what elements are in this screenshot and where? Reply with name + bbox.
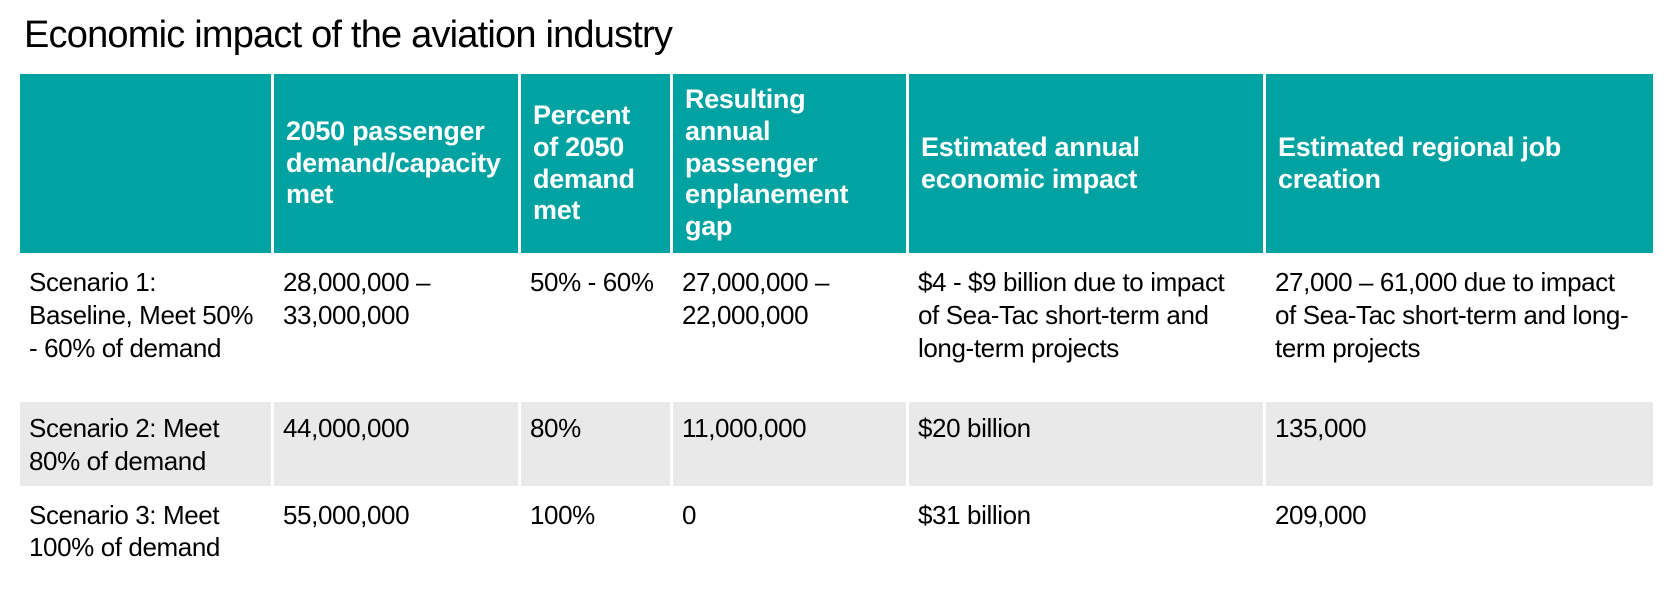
cell-scenario-3-gap: 0 bbox=[673, 488, 906, 585]
cell-scenario-1-demand: 28,000,000 – 33,000,000 bbox=[274, 256, 518, 399]
cell-scenario-2-jobs: 135,000 bbox=[1266, 402, 1653, 486]
col-header-enplanement-gap: Resulting annual passenger enplanement g… bbox=[673, 74, 906, 253]
cell-scenario-1-label: Scenario 1: Baseline, Meet 50% - 60% of … bbox=[20, 256, 271, 399]
cell-scenario-3-percent: 100% bbox=[521, 488, 670, 585]
page-title: Economic impact of the aviation industry bbox=[24, 14, 673, 56]
cell-scenario-3-label: Scenario 3: Meet 100% of demand bbox=[20, 488, 271, 585]
cell-scenario-1-jobs: 27,000 – 61,000 due to impact of Sea-Tac… bbox=[1266, 256, 1653, 399]
cell-scenario-2-label: Scenario 2: Meet 80% of demand bbox=[20, 402, 271, 486]
table-row-scenario-3: Scenario 3: Meet 100% of demand 55,000,0… bbox=[20, 488, 1653, 585]
cell-scenario-3-jobs: 209,000 bbox=[1266, 488, 1653, 585]
cell-scenario-3-impact: $31 billion bbox=[909, 488, 1263, 585]
col-header-scenario bbox=[20, 74, 271, 253]
table-header-row: 2050 passenger demand/capacity met Perce… bbox=[20, 74, 1653, 253]
cell-scenario-2-gap: 11,000,000 bbox=[673, 402, 906, 486]
cell-scenario-2-demand: 44,000,000 bbox=[274, 402, 518, 486]
cell-scenario-1-gap: 27,000,000 – 22,000,000 bbox=[673, 256, 906, 399]
economic-impact-table: 2050 passenger demand/capacity met Perce… bbox=[17, 71, 1656, 588]
col-header-economic-impact: Estimated annual economic impact bbox=[909, 74, 1263, 253]
table-row-scenario-2: Scenario 2: Meet 80% of demand 44,000,00… bbox=[20, 402, 1653, 486]
col-header-percent-demand-met: Percent of 2050 demand met bbox=[521, 74, 670, 253]
col-header-demand-capacity-met: 2050 passenger demand/capacity met bbox=[274, 74, 518, 253]
cell-scenario-1-impact: $4 - $9 billion due to impact of Sea-Tac… bbox=[909, 256, 1263, 399]
cell-scenario-2-impact: $20 billion bbox=[909, 402, 1263, 486]
table-row-scenario-1: Scenario 1: Baseline, Meet 50% - 60% of … bbox=[20, 256, 1653, 399]
col-header-job-creation: Estimated regional job creation bbox=[1266, 74, 1653, 253]
cell-scenario-3-demand: 55,000,000 bbox=[274, 488, 518, 585]
cell-scenario-1-percent: 50% - 60% bbox=[521, 256, 670, 399]
cell-scenario-2-percent: 80% bbox=[521, 402, 670, 486]
